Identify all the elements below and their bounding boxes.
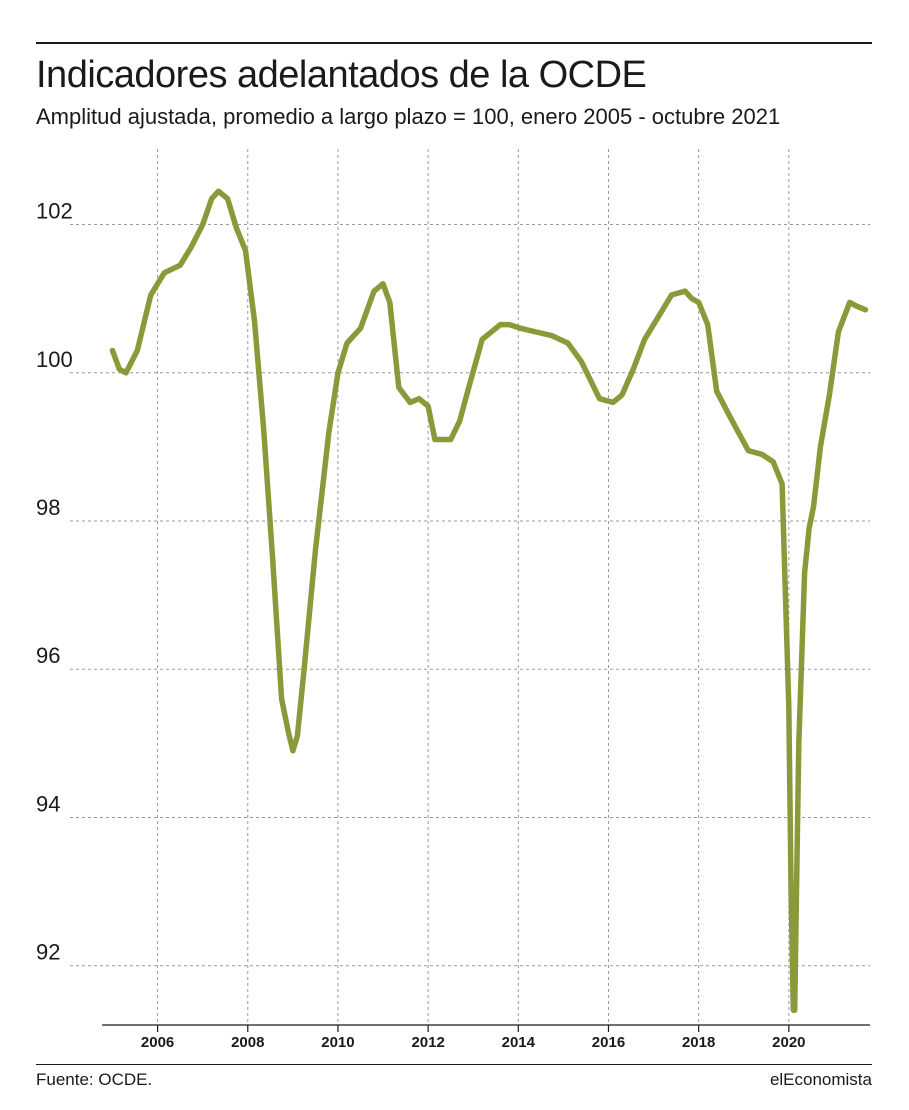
y-tick-label: 94 <box>36 791 60 816</box>
y-tick-label: 92 <box>36 940 60 965</box>
chart-title: Indicadores adelantados de la OCDE <box>36 54 647 96</box>
source-note: Fuente: OCDE. <box>36 1070 153 1089</box>
y-tick-label: 98 <box>36 495 60 520</box>
series-line <box>109 188 869 1013</box>
x-tick-label: 2014 <box>502 1034 536 1051</box>
x-tick-label: 2020 <box>772 1034 805 1051</box>
x-axis: 2006 2008 2010 2012 2014 2016 2018 2020 <box>102 1024 870 1051</box>
x-tick-label: 2006 <box>141 1034 174 1051</box>
y-tick-label: 102 <box>36 199 73 224</box>
y-tick-label: 100 <box>36 347 73 372</box>
top-rule <box>36 42 872 44</box>
x-tick-label: 2008 <box>231 1034 264 1051</box>
y-axis-labels: 92 94 96 98 100 102 <box>36 199 73 965</box>
bottom-rule <box>36 1064 872 1065</box>
brand-logo: elEconomista <box>769 1070 872 1089</box>
x-tick-label: 2016 <box>592 1034 625 1051</box>
x-tick-label: 2018 <box>682 1034 715 1051</box>
x-tick-label: 2012 <box>411 1034 444 1051</box>
grid <box>70 149 870 1025</box>
x-tick-label: 2010 <box>321 1034 354 1051</box>
y-tick-label: 96 <box>36 643 60 668</box>
chart-subtitle: Amplitud ajustada, promedio a largo plaz… <box>36 104 781 129</box>
